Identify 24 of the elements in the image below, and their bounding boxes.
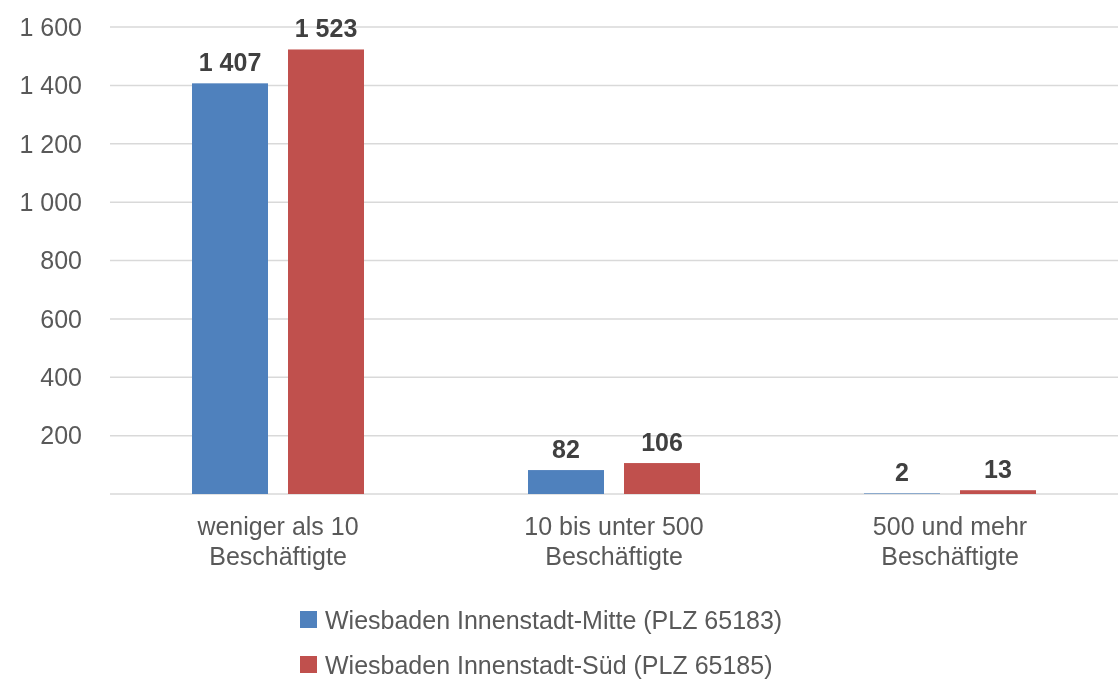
data-label: 13 [984,455,1012,484]
y-tick-label: 800 [40,246,82,275]
data-label: 106 [641,428,683,457]
bar [528,470,604,494]
data-label: 2 [895,458,909,487]
bar [624,463,700,494]
y-tick-label: 400 [40,363,82,391]
y-tick-label: 600 [40,304,82,333]
legend-label: Wiesbaden Innenstadt-Mitte (PLZ 65183) [325,605,783,634]
bar [960,490,1036,494]
y-tick-label: 1 400 [19,71,82,100]
y-tick-label: 1 200 [19,129,82,158]
x-tick-label: 500 und mehr Beschäftigte [872,512,1028,570]
data-label: 82 [552,435,580,464]
bar [288,49,364,494]
data-label: 1 523 [294,14,358,43]
bar [192,83,268,494]
legend-label: Wiesbaden Innenstadt-Süd (PLZ 65185) [325,650,773,679]
y-tick-label: 1 000 [19,187,82,216]
x-tick-label: weniger als 10 Beschäftigte [196,512,359,570]
data-label: 1 407 [198,48,262,77]
x-tick-label: 10 bis unter 500 Beschäftigte [524,512,704,570]
y-tick-label: 200 [40,421,82,450]
y-tick-label: 1 600 [19,12,82,41]
